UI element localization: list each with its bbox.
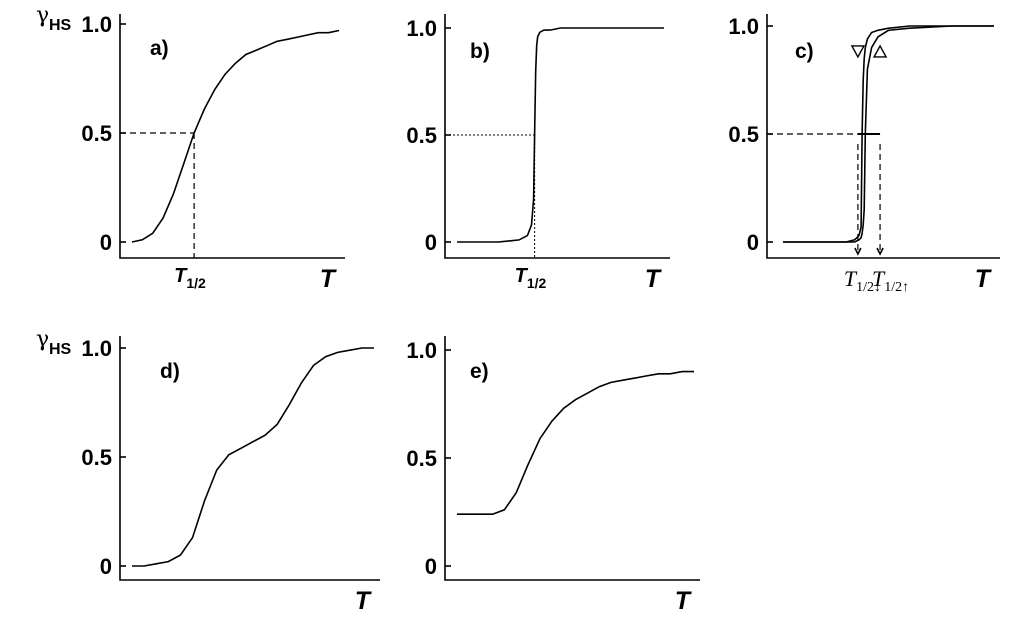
panel-b: 0 0.5 1.0 Tb) T1/2: [406, 14, 670, 293]
series-line: [783, 25, 994, 243]
y-tick-label: 1.0: [81, 12, 112, 37]
x-axis-title: T: [645, 265, 663, 293]
panel-e: 0 0.5 1.0 Te): [406, 336, 700, 615]
y-tick-label: 1.0: [406, 338, 437, 363]
y-tick-label: 0: [747, 230, 759, 255]
y-tick-label: 0: [425, 554, 437, 579]
y-tick-label: 0.5: [728, 122, 759, 147]
axis-lines: [119, 14, 345, 259]
x-axis-title: T: [675, 587, 693, 615]
panel-label: b): [470, 40, 490, 63]
x-axis-title: T: [320, 265, 338, 293]
y-axis-title-subscript: HS: [49, 341, 72, 358]
y-tick-label: 0: [100, 230, 112, 255]
series-line: [131, 29, 340, 243]
x-tick-label-subscript: 1/2↓: [856, 280, 881, 295]
axis-lines: [444, 14, 670, 259]
series-line: [457, 27, 664, 243]
y-tick-label: 0: [425, 230, 437, 255]
panel-a: 0 0.5 1.0 γ HS Ta) T1/2: [36, 3, 345, 293]
panel-d: 0 0.5 1.0 γ HS Td): [36, 327, 380, 615]
panel-label: c): [795, 40, 814, 63]
x-axis-title: T: [975, 265, 993, 293]
panel-label: a): [150, 37, 169, 60]
y-tick-label: 0.5: [81, 445, 112, 470]
y-tick-label: 1.0: [406, 16, 437, 41]
panel-c: 00.51.0Tc)T1/2↓T1/2↑: [728, 14, 1000, 295]
y-tick-label: 0.5: [81, 121, 112, 146]
x-axis-title: T: [355, 587, 373, 615]
series-line: [783, 25, 994, 243]
y-tick-label: 0.5: [406, 446, 437, 471]
x-tick-label-subscript: 1/2↑: [884, 280, 909, 295]
series-line: [457, 370, 694, 515]
y-tick-label: 1.0: [728, 14, 759, 39]
x-tick-label: T1/2↑: [872, 266, 909, 295]
panel-label: d): [160, 360, 180, 383]
transition-arrow-icon: [876, 247, 884, 256]
axis-lines: [444, 336, 700, 581]
y-axis-title: γ: [36, 327, 49, 352]
axis-lines: [766, 14, 1000, 259]
panel-label: e): [470, 360, 489, 383]
series-line: [132, 347, 374, 567]
y-tick-label: 0: [100, 554, 112, 579]
x-tick-label-subscript: 1/2: [186, 275, 206, 291]
transition-arrow-icon: [854, 247, 862, 256]
cooling-direction-icon: [850, 45, 866, 59]
axis-lines: [119, 336, 380, 581]
y-axis-title: γ: [36, 3, 49, 28]
x-tick-label: T1/2: [515, 265, 547, 291]
x-tick-label-subscript: 1/2: [527, 275, 547, 291]
heating-direction-icon: [872, 44, 888, 58]
x-tick-label: T1/2: [174, 265, 206, 291]
y-axis-title-subscript: HS: [49, 17, 72, 34]
y-tick-label: 1.0: [81, 336, 112, 361]
y-tick-label: 0.5: [406, 123, 437, 148]
